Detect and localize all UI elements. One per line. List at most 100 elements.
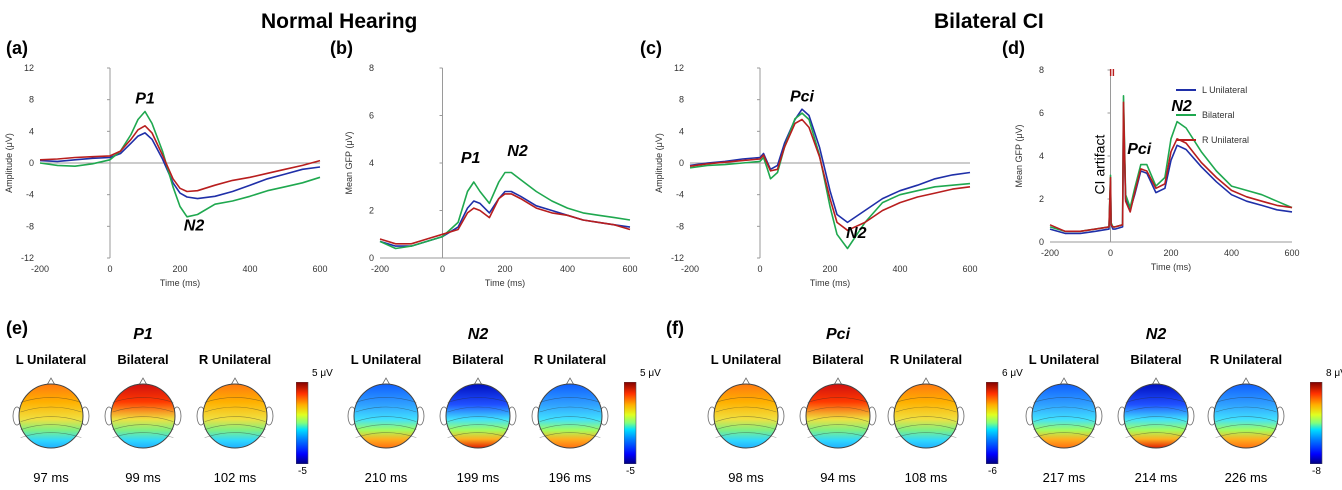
contour-line bbox=[355, 416, 417, 422]
y-tick-label: 4 bbox=[1039, 151, 1044, 161]
latency-label: 210 ms bbox=[364, 470, 408, 485]
y-tick-label: -8 bbox=[676, 221, 684, 231]
contour-line bbox=[895, 416, 957, 422]
x-axis-label: Time (ms) bbox=[1151, 262, 1191, 272]
contour-line bbox=[447, 406, 509, 413]
x-tick-label: 200 bbox=[822, 264, 837, 274]
y-tick-label: 0 bbox=[679, 158, 684, 168]
condition-label: L Unilateral bbox=[350, 352, 422, 367]
contour-line bbox=[204, 424, 266, 430]
contour-line bbox=[1033, 397, 1095, 403]
condition-label: L Unilateral bbox=[15, 352, 87, 367]
colorbar-gradient bbox=[986, 382, 999, 464]
x-tick-label: 0 bbox=[107, 264, 112, 274]
y-tick-label: 8 bbox=[1039, 65, 1044, 75]
contour-line bbox=[807, 424, 869, 430]
y-tick-label: 8 bbox=[29, 95, 34, 105]
contour-line bbox=[715, 424, 777, 430]
series-line-R bbox=[379, 193, 631, 245]
topomap-head bbox=[531, 377, 609, 449]
contour-line bbox=[1215, 406, 1277, 413]
colorbar bbox=[296, 382, 309, 464]
contour-line bbox=[20, 406, 82, 413]
legend-entry: Bilateral bbox=[1202, 110, 1235, 120]
latency-label: 199 ms bbox=[456, 470, 500, 485]
scalp-map bbox=[1031, 383, 1097, 449]
y-tick-label: -12 bbox=[671, 253, 684, 263]
x-tick-label: 400 bbox=[892, 264, 907, 274]
bilateral-ci-title: Bilateral CI bbox=[934, 10, 1044, 33]
series-line-R bbox=[1049, 101, 1293, 233]
x-tick-label: 400 bbox=[242, 264, 257, 274]
latency-label: 196 ms bbox=[548, 470, 592, 485]
x-tick-label: 400 bbox=[560, 264, 575, 274]
peak-annotation: Pci bbox=[1127, 141, 1152, 158]
contour-line bbox=[715, 416, 777, 422]
latency-label: 98 ms bbox=[728, 470, 764, 485]
colorbar-max-label: 5 μV bbox=[640, 368, 661, 379]
peak-annotation: N2 bbox=[184, 217, 205, 234]
x-tick-label: 0 bbox=[1108, 248, 1113, 258]
x-tick-label: 0 bbox=[757, 264, 762, 274]
y-tick-label: 6 bbox=[369, 111, 374, 121]
scalp-map bbox=[1213, 383, 1279, 449]
condition-label: R Unilateral bbox=[889, 352, 963, 367]
x-tick-label: 400 bbox=[1224, 248, 1239, 258]
contour-line bbox=[807, 406, 869, 413]
contour-line bbox=[355, 432, 417, 438]
contour-line bbox=[715, 397, 777, 403]
x-tick-label: 600 bbox=[1284, 248, 1299, 258]
topomap-head bbox=[347, 377, 425, 449]
colorbar-min-label: -5 bbox=[626, 466, 635, 477]
latency-label: 97 ms bbox=[33, 470, 69, 485]
condition-label: Bilateral bbox=[812, 352, 864, 367]
contour-line bbox=[539, 424, 601, 430]
scalp-map bbox=[1123, 383, 1189, 449]
y-tick-label: 8 bbox=[369, 63, 374, 73]
condition-label: L Unilateral bbox=[710, 352, 782, 367]
panel-letter-a: (a) bbox=[6, 38, 28, 58]
component-label: N2 bbox=[1145, 326, 1167, 343]
contour-line bbox=[539, 432, 601, 438]
condition-label: Bilateral bbox=[1130, 352, 1182, 367]
y-axis-label: Mean GFP (μV) bbox=[344, 131, 354, 194]
contour-line bbox=[20, 397, 82, 403]
contour-line bbox=[1033, 424, 1095, 430]
x-tick-label: 0 bbox=[440, 264, 445, 274]
contour-line bbox=[20, 416, 82, 422]
colorbar-min-label: -6 bbox=[988, 466, 997, 477]
y-tick-label: 4 bbox=[29, 126, 34, 136]
y-tick-label: 0 bbox=[369, 253, 374, 263]
peak-annotation: N2 bbox=[846, 225, 867, 242]
scalp-map bbox=[805, 383, 871, 449]
latency-label: 94 ms bbox=[820, 470, 856, 485]
y-tick-label: 2 bbox=[1039, 194, 1044, 204]
normal-hearing-title: Normal Hearing bbox=[261, 10, 418, 33]
condition-label: R Unilateral bbox=[533, 352, 607, 367]
condition-label: Bilateral bbox=[117, 352, 169, 367]
y-axis-label: Amplitude (μV) bbox=[654, 133, 664, 193]
topomap-head bbox=[1207, 377, 1285, 449]
panel-letter-d: (d) bbox=[1002, 38, 1025, 58]
scalp-map bbox=[713, 383, 779, 449]
contour-line bbox=[355, 406, 417, 413]
y-axis-label: Mean GFP (μV) bbox=[1014, 124, 1024, 187]
series-line-L bbox=[1049, 112, 1293, 235]
colorbar-gradient bbox=[1310, 382, 1323, 464]
contour-line bbox=[807, 432, 869, 438]
contour-line bbox=[204, 406, 266, 413]
x-axis-label: Time (ms) bbox=[485, 278, 525, 288]
topomap-head bbox=[887, 377, 965, 449]
y-tick-label: 12 bbox=[674, 63, 684, 73]
peak-annotation: P1 bbox=[461, 150, 481, 167]
x-tick-label: 200 bbox=[1163, 248, 1178, 258]
latency-label: 99 ms bbox=[125, 470, 161, 485]
contour-line bbox=[112, 406, 174, 413]
contour-line bbox=[1215, 424, 1277, 430]
contour-line bbox=[1215, 416, 1277, 422]
y-tick-label: 4 bbox=[369, 158, 374, 168]
y-tick-label: 0 bbox=[29, 158, 34, 168]
x-tick-label: -200 bbox=[31, 264, 49, 274]
series-line-R bbox=[689, 118, 971, 232]
scalp-map bbox=[893, 383, 959, 449]
